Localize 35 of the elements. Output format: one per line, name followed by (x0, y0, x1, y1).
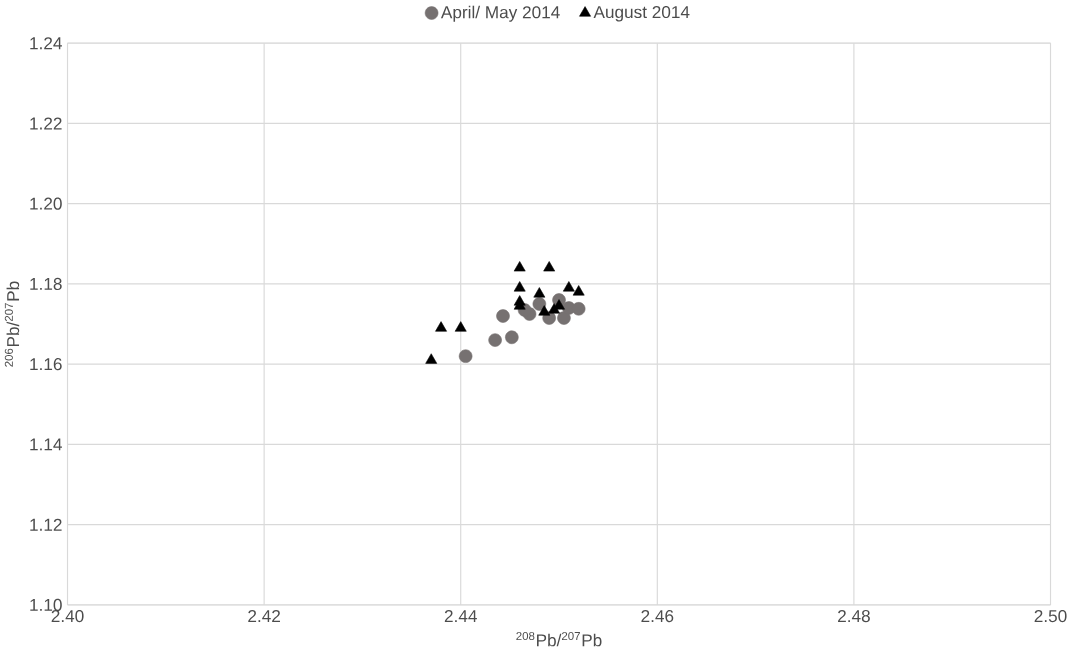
point (533, 287, 546, 298)
point (532, 297, 547, 311)
point (435, 321, 447, 332)
point (543, 261, 556, 272)
x-tick-label: 2.40 (51, 609, 84, 623)
y-tick-label: 1.24 (30, 37, 62, 50)
x-tick-label: 2.46 (641, 609, 674, 623)
point (458, 349, 473, 363)
y-tick-label: 1.12 (30, 518, 62, 531)
legend-label: April/ May 2014 (440, 5, 560, 22)
x-tick-label: 2.44 (444, 609, 477, 622)
y-tick-label: 1.22 (30, 117, 62, 130)
point (562, 281, 575, 292)
point (572, 285, 585, 296)
x-axis-title: $^{208}$Pb/$^{207}$Pb (516, 631, 602, 647)
y-tick-label: 1.14 (30, 438, 62, 451)
point (505, 330, 519, 344)
point (513, 281, 526, 292)
y-tick-label: 1.18 (30, 277, 62, 290)
y-axis-title: $^{206}$Pb/$^{207}$Pb (4, 281, 20, 367)
point (538, 305, 551, 316)
point (513, 295, 526, 306)
point (488, 333, 502, 347)
y-tick-label: 1.20 (30, 197, 62, 210)
point (454, 321, 467, 332)
x-tick-label: 2.50 (1034, 609, 1067, 623)
x-tick-label: 2.48 (838, 609, 870, 623)
y-tick-label: 1.16 (30, 358, 62, 371)
point (496, 309, 510, 323)
point (571, 301, 586, 316)
point (425, 353, 438, 364)
y-tick-label: 1.10 (30, 598, 62, 611)
legend-label: August 2014 (593, 5, 690, 22)
x-tick-label: 2.42 (248, 609, 280, 622)
point (513, 261, 526, 272)
